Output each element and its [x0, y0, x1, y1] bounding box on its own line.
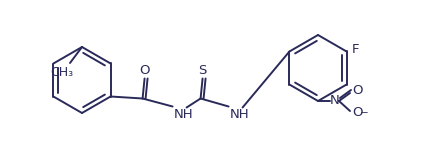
Text: S: S [198, 64, 207, 77]
Text: CH₃: CH₃ [51, 66, 74, 79]
Text: NH: NH [230, 109, 249, 122]
Text: −: − [360, 108, 369, 118]
Text: O: O [352, 85, 363, 98]
Text: O: O [139, 64, 150, 77]
Text: N: N [330, 95, 340, 108]
Text: NH: NH [173, 109, 193, 122]
Text: F: F [351, 43, 359, 56]
Text: O: O [352, 106, 363, 119]
